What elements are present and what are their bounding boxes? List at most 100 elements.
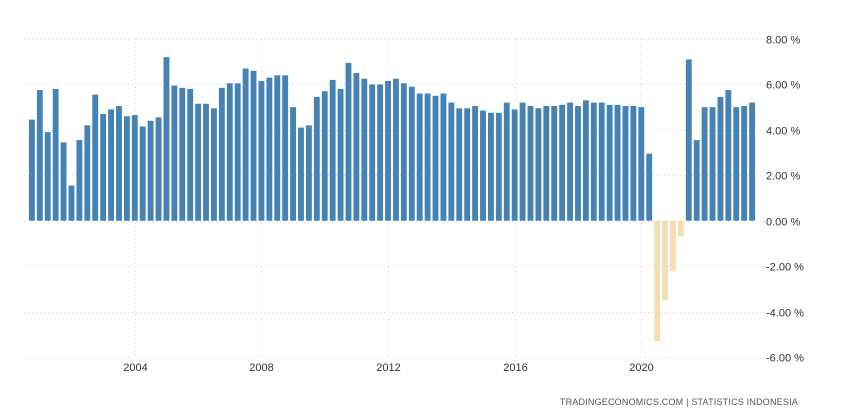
bar[interactable]: [171, 85, 178, 221]
bar[interactable]: [290, 107, 297, 221]
bar[interactable]: [670, 220, 676, 271]
bar[interactable]: [582, 100, 589, 221]
bar[interactable]: [725, 90, 732, 221]
y-tick-label: -2.00 %: [766, 262, 804, 274]
bar[interactable]: [733, 107, 740, 221]
bar[interactable]: [234, 83, 241, 221]
bar[interactable]: [654, 220, 661, 342]
bar[interactable]: [741, 106, 748, 221]
bar[interactable]: [274, 75, 281, 221]
bar[interactable]: [701, 107, 708, 221]
bar[interactable]: [598, 102, 605, 221]
bar[interactable]: [84, 125, 91, 221]
bar[interactable]: [92, 94, 99, 221]
bar[interactable]: [693, 140, 700, 221]
x-tick-label: 2016: [503, 362, 527, 374]
bar[interactable]: [377, 84, 384, 221]
bar[interactable]: [416, 93, 423, 221]
bar[interactable]: [44, 132, 51, 221]
bar[interactable]: [147, 120, 154, 221]
bar[interactable]: [321, 91, 328, 221]
bar[interactable]: [139, 126, 146, 221]
y-tick-label: 6.00 %: [766, 80, 800, 92]
bar[interactable]: [630, 106, 637, 221]
y-tick-label: 2.00 %: [766, 171, 800, 183]
bar[interactable]: [179, 87, 186, 221]
bar[interactable]: [606, 104, 613, 221]
bar[interactable]: [456, 108, 463, 221]
bar[interactable]: [76, 140, 83, 221]
bar[interactable]: [638, 107, 645, 221]
bar[interactable]: [108, 109, 114, 221]
bar[interactable]: [662, 220, 668, 301]
x-tick-label: 2020: [629, 362, 653, 374]
bar[interactable]: [195, 103, 202, 221]
bar[interactable]: [282, 75, 289, 221]
bar[interactable]: [614, 104, 621, 221]
bar[interactable]: [408, 86, 415, 221]
bar[interactable]: [100, 113, 107, 221]
bar[interactable]: [448, 102, 455, 221]
x-tick-label: 2012: [376, 362, 400, 374]
bar[interactable]: [495, 112, 502, 221]
bar[interactable]: [717, 96, 724, 221]
bar[interactable]: [709, 107, 716, 221]
bar[interactable]: [622, 106, 629, 221]
bar[interactable]: [432, 95, 439, 221]
bar[interactable]: [685, 59, 692, 221]
bar[interactable]: [543, 106, 550, 221]
bar[interactable]: [36, 90, 43, 221]
bar[interactable]: [329, 79, 336, 221]
bar[interactable]: [345, 62, 352, 221]
bar[interactable]: [749, 102, 756, 221]
bar[interactable]: [511, 109, 518, 221]
bar[interactable]: [646, 153, 653, 221]
bar[interactable]: [480, 110, 486, 221]
bar[interactable]: [218, 87, 225, 221]
bar[interactable]: [527, 106, 534, 221]
bar[interactable]: [52, 88, 59, 221]
bar[interactable]: [163, 57, 170, 221]
bar[interactable]: [503, 102, 510, 221]
bar[interactable]: [424, 93, 431, 221]
bar[interactable]: [68, 185, 75, 221]
bar[interactable]: [226, 83, 233, 221]
bar[interactable]: [353, 73, 360, 221]
bar[interactable]: [123, 116, 130, 221]
y-tick-label: 0.00 %: [766, 217, 800, 229]
bar[interactable]: [535, 108, 542, 221]
bar[interactable]: [472, 106, 479, 221]
bar[interactable]: [369, 84, 376, 221]
bar[interactable]: [567, 102, 573, 221]
bar[interactable]: [464, 108, 471, 221]
bar[interactable]: [677, 220, 684, 237]
y-axis-tick-labels: 8.00 % 6.00 % 4.00 % 2.00 % 0.00 % -2.00 % -4.…: [766, 35, 804, 365]
bar[interactable]: [242, 68, 249, 221]
bar[interactable]: [211, 108, 217, 221]
bar[interactable]: [551, 106, 558, 221]
bar[interactable]: [519, 102, 526, 221]
bar[interactable]: [559, 104, 566, 221]
bar[interactable]: [60, 142, 67, 221]
bar[interactable]: [116, 106, 122, 221]
bar[interactable]: [155, 117, 162, 221]
bar[interactable]: [385, 81, 391, 221]
bar[interactable]: [187, 88, 194, 221]
bar[interactable]: [266, 77, 273, 221]
bar[interactable]: [361, 78, 368, 221]
bar[interactable]: [298, 127, 304, 221]
bar[interactable]: [313, 96, 320, 221]
bar[interactable]: [393, 78, 399, 221]
bar[interactable]: [131, 115, 138, 221]
bar[interactable]: [258, 81, 265, 221]
bar[interactable]: [488, 112, 494, 221]
bar[interactable]: [28, 119, 35, 221]
bar[interactable]: [400, 83, 407, 221]
bar[interactable]: [250, 70, 257, 221]
bar[interactable]: [337, 88, 344, 221]
bar[interactable]: [203, 103, 209, 221]
bar[interactable]: [575, 106, 581, 221]
bar[interactable]: [590, 102, 597, 221]
bar[interactable]: [440, 93, 447, 221]
bar[interactable]: [305, 125, 312, 221]
